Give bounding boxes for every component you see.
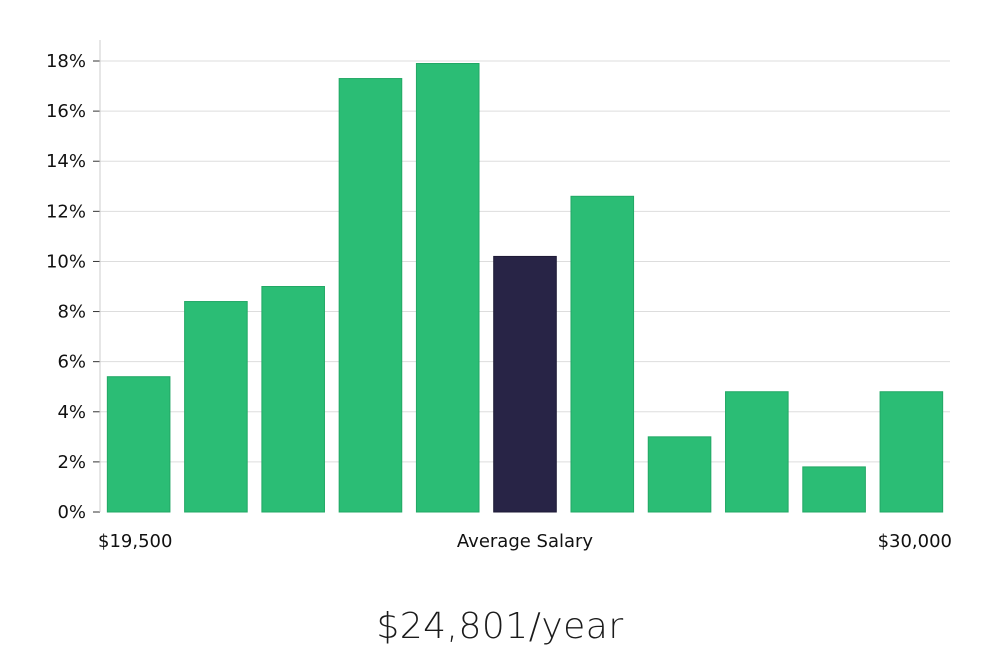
y-tick-label: 10% <box>46 251 86 272</box>
y-tick-label: 8% <box>57 302 86 323</box>
y-tick-label: 16% <box>46 101 86 122</box>
x-axis-center-label: Average Salary <box>457 531 594 552</box>
x-axis-max-label: $30,000 <box>878 531 952 552</box>
y-tick-label: 0% <box>57 502 86 523</box>
bar <box>647 436 712 513</box>
bar <box>802 466 866 513</box>
y-tick-label: 4% <box>57 402 86 423</box>
average-salary-value: $24,801/year <box>376 606 624 647</box>
bar <box>725 391 789 513</box>
bar <box>184 301 248 513</box>
bar <box>415 63 480 513</box>
bar <box>261 286 325 513</box>
bar <box>570 195 635 513</box>
bar <box>879 391 944 513</box>
y-axis-ticks: 0% 2% 4% 6% 8% 10% 12% 14% 16% 18% <box>46 51 100 523</box>
y-tick-label: 2% <box>57 452 86 473</box>
y-tick-label: 12% <box>46 201 86 222</box>
y-tick-label: 14% <box>46 151 86 172</box>
x-axis-min-label: $19,500 <box>98 531 172 552</box>
bar <box>106 376 171 513</box>
bar-average-salary <box>493 255 557 513</box>
salary-distribution-chart: 0% 2% 4% 6% 8% 10% 12% 14% 16% 18% $19,500 Averag… <box>46 40 952 552</box>
bars <box>106 63 944 513</box>
bar <box>338 78 403 513</box>
y-tick-label: 18% <box>46 51 86 72</box>
y-tick-label: 6% <box>57 352 86 373</box>
